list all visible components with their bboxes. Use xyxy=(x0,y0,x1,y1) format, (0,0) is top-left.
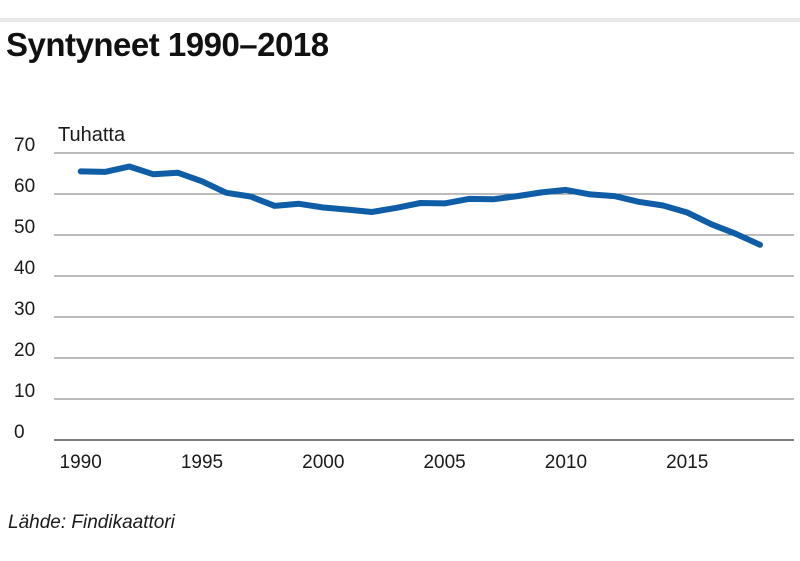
y-tick-label: 10 xyxy=(14,381,35,402)
y-tick-labels: 0 10 20 30 40 50 60 70 xyxy=(14,135,35,443)
x-tick-label: 2015 xyxy=(666,452,708,473)
x-tick-label: 1995 xyxy=(181,452,223,473)
gridlines xyxy=(54,152,794,441)
x-tick-label: 1990 xyxy=(60,452,102,473)
y-tick-label: 40 xyxy=(14,258,35,279)
series-group xyxy=(77,163,763,248)
y-tick-label: 50 xyxy=(14,217,35,238)
x-tick-label: 2005 xyxy=(423,452,465,473)
y-tick-label: 60 xyxy=(14,176,35,197)
y-tick-label: 30 xyxy=(14,299,35,320)
top-rule xyxy=(0,18,800,22)
x-tick-label: 2000 xyxy=(302,452,344,473)
y-tick-label: 20 xyxy=(14,340,35,361)
series-line xyxy=(77,163,763,248)
x-tick-labels: 1990 1995 2000 2005 2010 2015 xyxy=(60,452,709,473)
y-tick-label: 0 xyxy=(14,422,25,443)
y-axis-label: Tuhatta xyxy=(58,124,126,146)
y-tick-label: 70 xyxy=(14,135,35,156)
x-tick-label: 2010 xyxy=(545,452,587,473)
source-note: Lähde: Findikaattori xyxy=(8,512,175,533)
chart-title: Syntyneet 1990–2018 xyxy=(6,26,329,63)
